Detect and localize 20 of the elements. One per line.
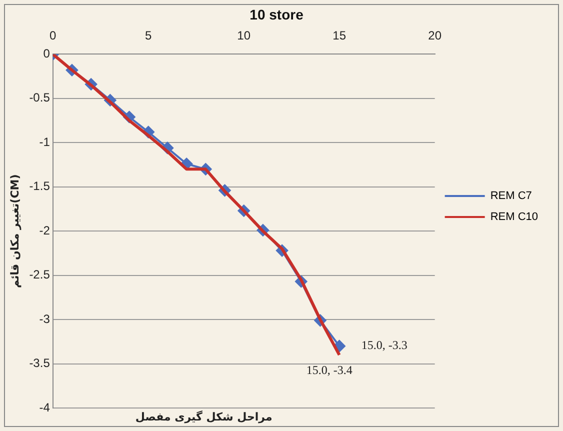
x-tick-label: 5 [145,28,152,42]
y-tick-label: -4 [39,400,50,414]
y-axis-title: تغییر مکان قائم(CM) [8,174,22,288]
y-tick-label: -0.5 [29,90,50,105]
chart-title: 10 store [250,6,304,22]
x-tick-label: 20 [428,28,442,42]
y-tick-label: -3.5 [29,356,50,370]
legend-label: REM C10 [490,211,538,224]
x-axis-title: مراحل شکل گیری مفصل [135,410,272,424]
annotation: 15.0, -3.4 [306,363,352,378]
y-tick-label: -1 [39,134,50,149]
legend-label: REM C7 [490,190,532,202]
y-tick-label: -2 [39,223,50,238]
annotation: 15.0, -3.3 [361,338,408,352]
y-tick-label: -1.5 [29,179,50,194]
y-tick-label: -2.5 [29,268,50,282]
x-tick-label: 10 [237,28,251,42]
x-tick-label: 15 [332,28,346,42]
y-tick-label: 0 [43,46,50,61]
y-tick-label: -3 [39,312,50,326]
